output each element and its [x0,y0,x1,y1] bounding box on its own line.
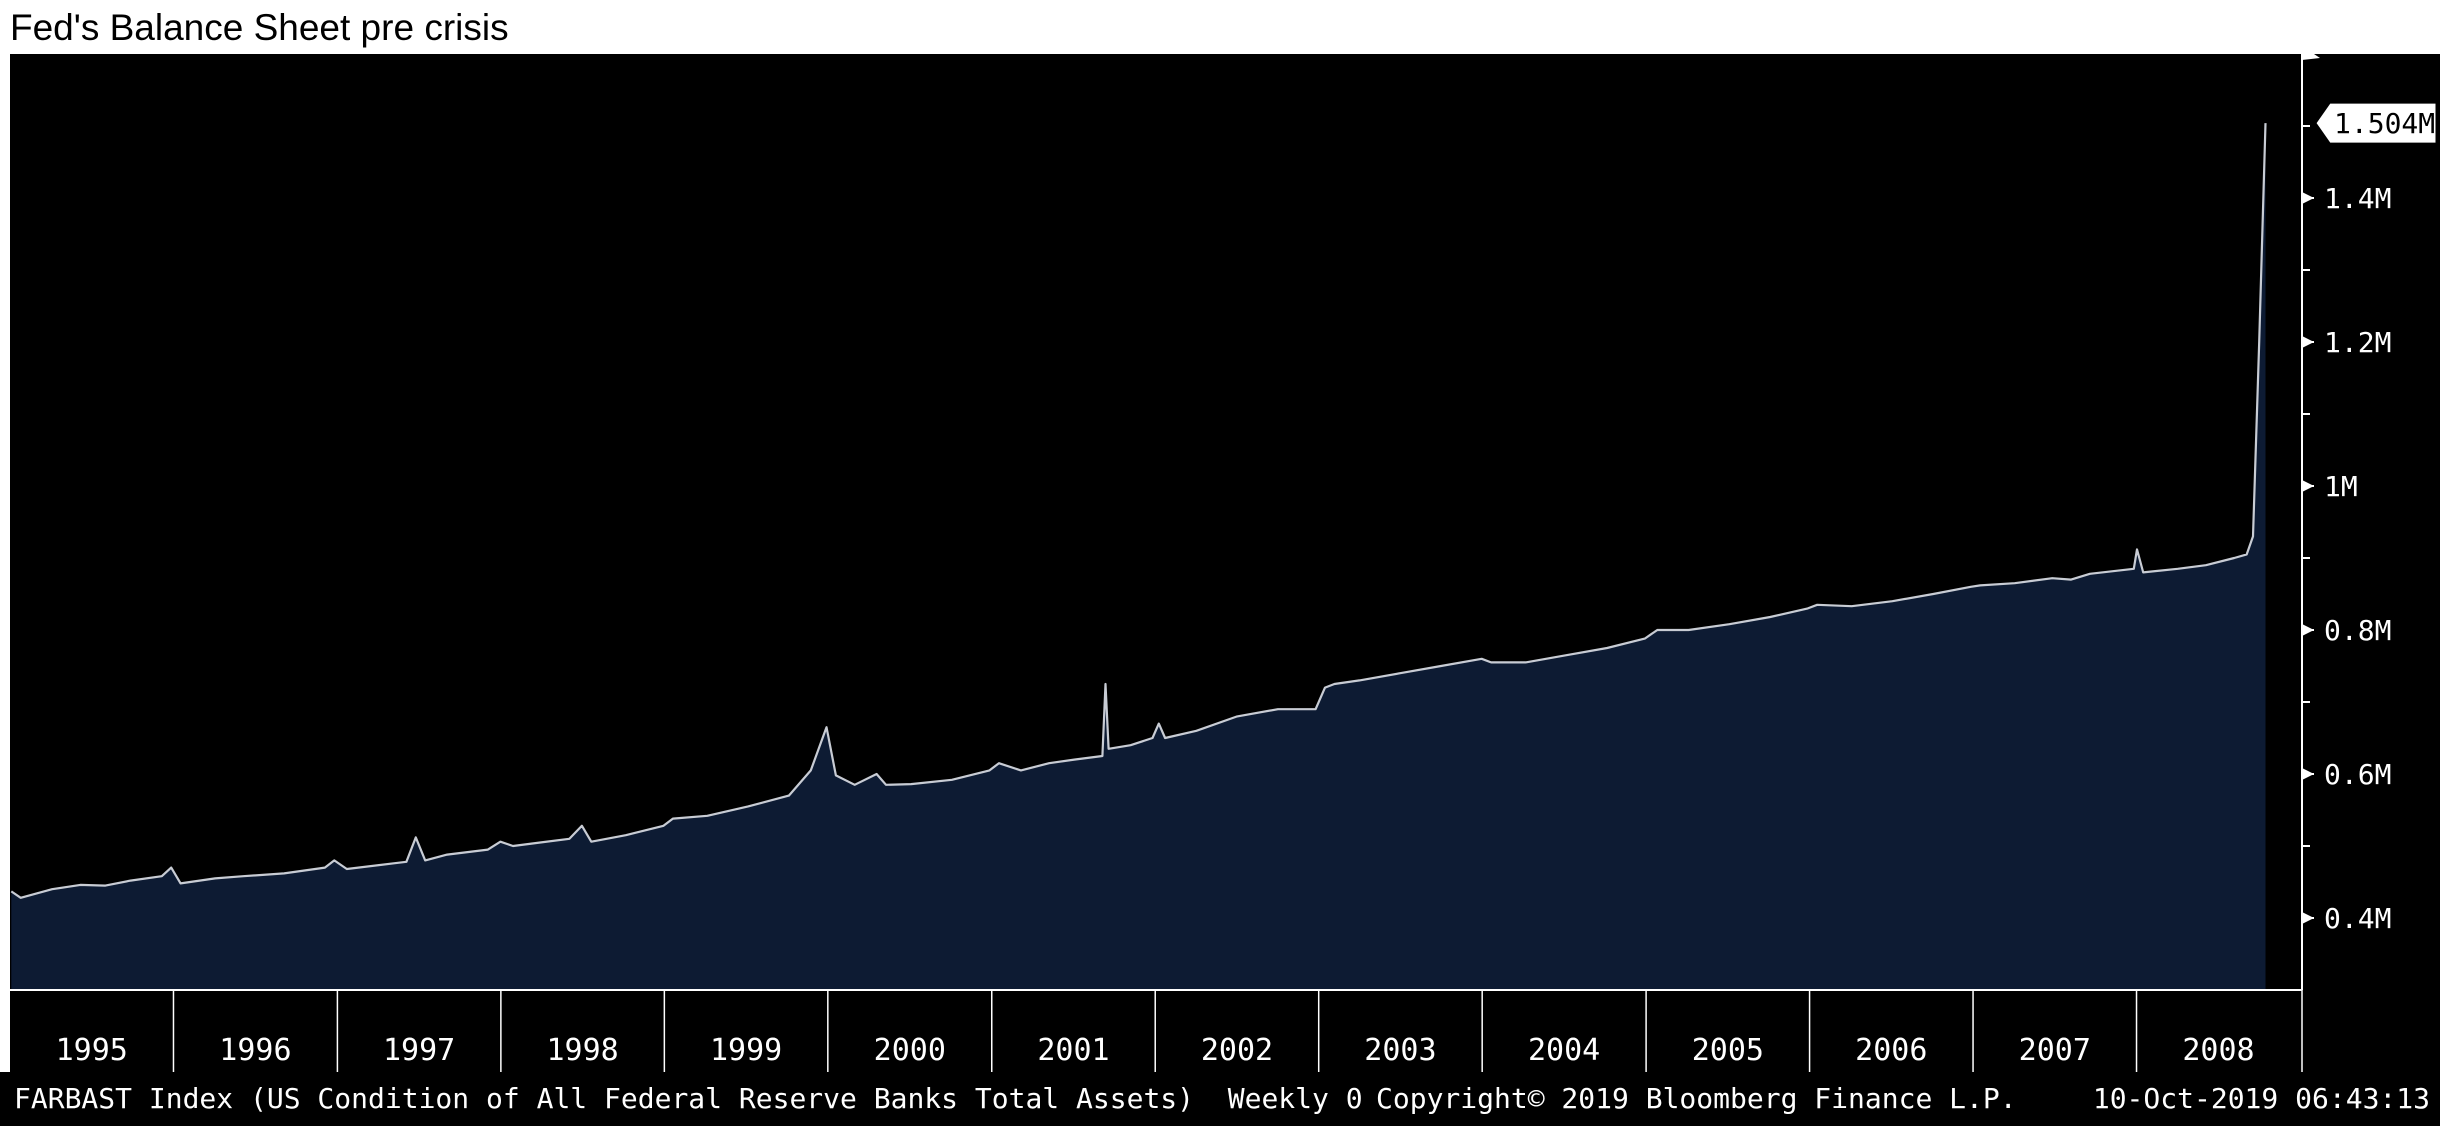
x-tick-label: 2005 [1692,1033,1764,1068]
x-tick-label: 2003 [1364,1033,1436,1068]
y-tick-marker [2302,912,2314,924]
y-tick-label: 0.8M [2324,614,2391,647]
series-line [10,123,2267,899]
y-tick-label: 1.4M [2324,182,2391,215]
y-tick-label: 1M [2324,470,2358,503]
x-tick-label: 2007 [2019,1033,2091,1068]
chart-area: 0.4M 0.6M 0.8M 1M 1.2M 1.4M 1.504M 1995 1996 1997… [10,46,2440,1072]
footer-series-label: FARBAST Index (US Condition of All Feder… [14,1082,1363,1115]
y-tick-label: 0.4M [2324,902,2391,935]
x-tick-label: 2000 [874,1033,946,1068]
footer-copyright: Copyright© 2019 Bloomberg Finance L.P. [1376,1082,2017,1115]
x-tick-label: 2004 [1528,1033,1600,1068]
x-tick-label: 2006 [1855,1033,1927,1068]
x-tick-label: 1997 [383,1033,455,1068]
series-area [11,123,2266,991]
y-tick-marker [2302,480,2314,492]
x-tick-label: 1995 [56,1033,128,1068]
y-tick-marker [2302,192,2314,204]
y-tick-label: 0.6M [2324,758,2391,791]
y-tick-marker [2302,768,2314,780]
y-tick-marker [2302,336,2314,348]
x-tick-label: 1999 [710,1033,782,1068]
last-value-label: 1.504M [2334,107,2435,140]
footer-bar: FARBAST Index (US Condition of All Feder… [0,1072,2440,1126]
y-tick-label: 1.2M [2324,326,2391,359]
last-value-flag [2315,102,2437,144]
x-tick-label: 1998 [546,1033,618,1068]
y-tick-marker [2302,624,2314,636]
x-tick-label: 2008 [2182,1033,2254,1068]
x-tick-label: 2002 [1201,1033,1273,1068]
chart-title: Fed's Balance Sheet pre crisis [10,7,509,48]
x-tick-label: 1996 [219,1033,291,1068]
x-tick-label: 2001 [1037,1033,1109,1068]
footer-timestamp: 10-Oct-2019 06:43:13 [2092,1082,2430,1115]
y-axis-top-marker [2302,46,2320,60]
